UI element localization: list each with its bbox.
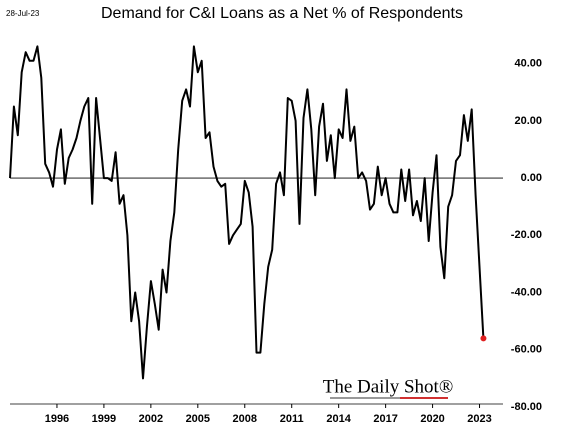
x-tick-label: 2005 [186, 413, 210, 425]
x-tick-label: 2011 [280, 413, 304, 425]
y-tick-label: -40.00 [511, 286, 542, 298]
y-tick-label: 20.00 [514, 115, 542, 127]
x-tick-label: 2023 [467, 413, 491, 425]
y-tick-label: 40.00 [514, 58, 542, 70]
y-tick-label: -80.00 [511, 401, 542, 413]
x-tick-label: 2017 [373, 413, 397, 425]
last-point [480, 335, 487, 342]
watermark: The Daily Shot® [323, 376, 454, 397]
chart-title: Demand for C&I Loans as a Net % of Respo… [101, 5, 463, 22]
x-tick-label: 2014 [326, 413, 351, 425]
x-tick-label: 2008 [233, 413, 257, 425]
y-tick-label: 0.00 [521, 172, 542, 184]
x-tick-label: 2020 [420, 413, 444, 425]
y-tick-label: -60.00 [511, 344, 542, 356]
x-tick-label: 1996 [45, 413, 69, 425]
line [9, 45, 485, 380]
y-tick-label: -20.00 [511, 229, 542, 241]
x-tick-label: 1999 [92, 413, 116, 425]
x-tick-label: 2002 [139, 413, 163, 425]
date-label: 28-Jul-23 [6, 9, 40, 18]
